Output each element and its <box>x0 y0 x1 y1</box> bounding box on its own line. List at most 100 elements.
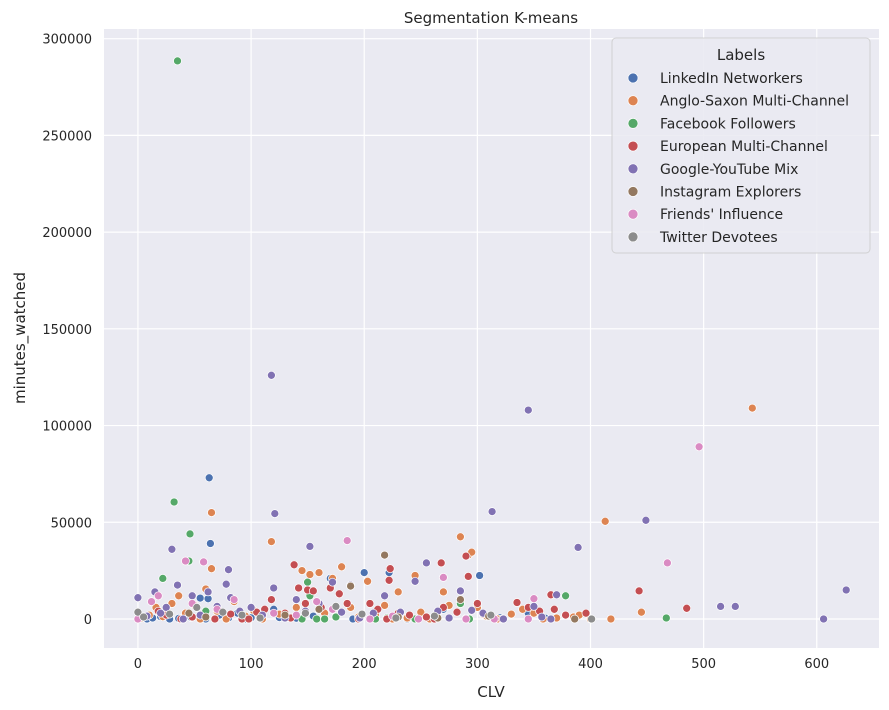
data-point <box>331 612 341 622</box>
data-point <box>456 595 465 604</box>
data-point <box>523 405 533 415</box>
data-point <box>337 562 346 572</box>
x-tick-label: 500 <box>691 657 716 672</box>
data-point <box>570 614 580 624</box>
data-point <box>269 608 279 618</box>
data-point <box>201 612 211 622</box>
data-point <box>694 442 704 452</box>
data-point <box>606 614 616 624</box>
data-point <box>337 607 346 617</box>
data-point <box>255 613 265 623</box>
data-point <box>365 614 375 624</box>
data-point <box>363 576 372 586</box>
data-point <box>637 607 646 617</box>
legend-marker <box>627 186 639 197</box>
x-axis-label: CLV <box>477 683 505 701</box>
data-point <box>456 586 465 596</box>
y-axis-label: minutes_watched <box>11 272 30 404</box>
x-tick-label: 600 <box>804 657 829 672</box>
data-point <box>165 609 174 619</box>
legend-marker <box>627 140 639 152</box>
data-point <box>529 602 539 611</box>
data-point <box>294 583 303 593</box>
data-point <box>342 599 352 608</box>
data-point <box>312 614 322 624</box>
legend-label: Facebook Followers <box>660 116 796 132</box>
data-point <box>444 613 454 623</box>
data-point <box>456 532 465 542</box>
y-tick-label: 50000 <box>51 516 92 531</box>
data-point <box>224 565 233 575</box>
data-point <box>184 608 194 618</box>
legend-items: LinkedIn Networkers Anglo-Saxon Multi-Cha… <box>627 71 849 246</box>
data-point <box>414 614 423 624</box>
x-tick-label: 0 <box>134 657 142 672</box>
data-point <box>634 586 644 596</box>
data-point <box>499 614 508 624</box>
data-point <box>269 583 279 593</box>
data-point <box>305 542 315 551</box>
legend-label: Google-YouTube Mix <box>660 162 798 178</box>
x-tick-labels: 0 100 200 300 400 500 600 <box>134 657 829 672</box>
data-point <box>210 614 220 624</box>
data-point <box>716 602 725 611</box>
x-tick-label: 300 <box>465 657 490 672</box>
legend: Labels LinkedIn Networkers Anglo-Saxon Mu… <box>611 37 871 254</box>
data-point <box>682 603 692 613</box>
data-point <box>181 556 190 566</box>
data-point <box>385 564 395 574</box>
y-tick-label: 100000 <box>42 420 92 435</box>
data-point <box>314 604 324 614</box>
data-point <box>467 605 477 615</box>
data-point <box>552 590 561 600</box>
data-point <box>169 497 179 507</box>
data-point <box>334 589 344 599</box>
data-point <box>174 591 184 601</box>
data-point <box>308 586 318 596</box>
data-point <box>473 599 482 608</box>
data-point <box>218 607 228 617</box>
data-point <box>147 597 156 606</box>
data-point <box>393 587 403 597</box>
y-tick-label: 150000 <box>42 323 92 338</box>
data-point <box>270 509 280 518</box>
legend-marker <box>627 208 639 220</box>
data-point <box>561 591 570 601</box>
data-point <box>422 558 431 568</box>
data-point <box>486 610 496 620</box>
x-tick-label: 400 <box>578 657 603 672</box>
data-point <box>221 579 231 589</box>
data-point <box>203 587 213 597</box>
data-point <box>139 612 148 622</box>
data-point <box>549 604 559 614</box>
data-point <box>600 516 610 526</box>
legend-marker <box>627 163 639 175</box>
data-point <box>380 550 389 560</box>
data-point <box>206 539 215 548</box>
data-point <box>167 544 177 554</box>
data-point <box>192 603 202 612</box>
data-point <box>730 602 740 611</box>
data-point <box>342 536 352 545</box>
data-point <box>384 575 394 585</box>
data-point <box>158 574 168 583</box>
data-point <box>303 577 312 587</box>
data-point <box>291 595 301 604</box>
data-point <box>328 577 337 587</box>
data-point <box>641 515 651 525</box>
legend-label: Twitter Devotees <box>659 230 778 246</box>
grid-lines <box>104 29 879 648</box>
data-point <box>173 56 182 66</box>
data-point <box>291 603 301 612</box>
data-point <box>436 558 446 568</box>
data-point <box>185 529 195 539</box>
data-point <box>506 609 516 619</box>
data-point <box>173 580 182 590</box>
data-point <box>187 591 197 601</box>
data-point <box>581 608 591 618</box>
data-point <box>410 576 420 586</box>
data-point <box>320 614 329 624</box>
data-point <box>841 585 851 595</box>
data-point <box>587 614 596 624</box>
